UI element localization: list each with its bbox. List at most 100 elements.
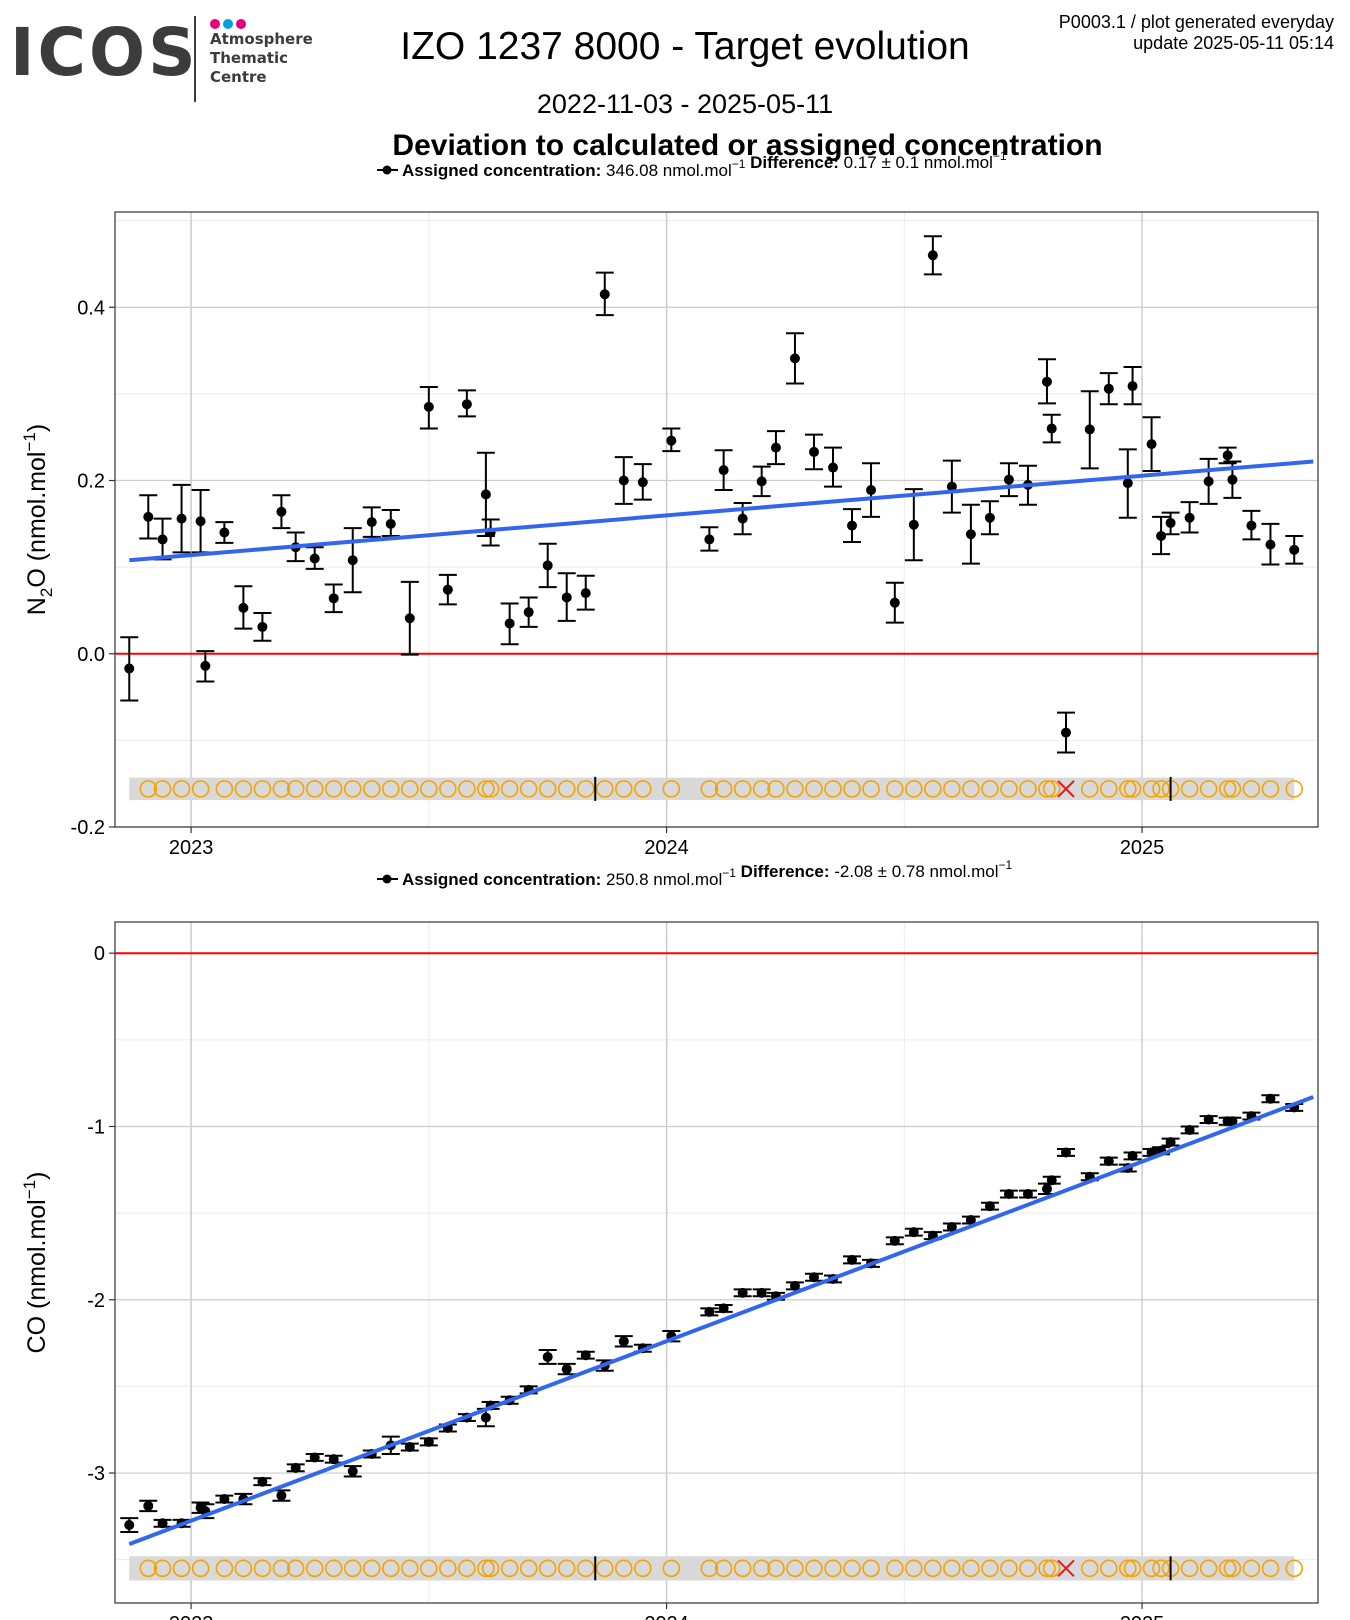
data-point (542, 1351, 553, 1362)
data-point (827, 462, 838, 473)
data-point (847, 520, 858, 531)
data-point (523, 607, 534, 618)
data-point (1003, 474, 1014, 485)
flag-circle (1099, 780, 1118, 798)
data-point (347, 1466, 358, 1477)
data-point (385, 518, 396, 529)
data-point (1165, 1137, 1176, 1148)
flag-circle (1142, 780, 1161, 798)
data-point (770, 442, 781, 453)
flag-circle (381, 1559, 400, 1578)
legend-fragment: -2.08 ± 0.78 nmol.mol (829, 862, 998, 881)
logo-wordmark: ICOS (10, 14, 199, 91)
flag-circle (324, 780, 343, 798)
data-point (789, 1280, 800, 1291)
flag-circle (1180, 1559, 1199, 1578)
data-point (1046, 1175, 1057, 1186)
legend-fragment: 0.17 ± 0.1 nmol.mol (839, 153, 993, 172)
flag-circle (767, 780, 785, 798)
y-label-fragment: −1 (20, 1180, 39, 1199)
data-point (580, 1350, 591, 1361)
data-point (718, 465, 729, 476)
data-point (599, 289, 610, 300)
data-point (1122, 478, 1133, 489)
logo-subtitle: Atmosphere Thematic Centre (210, 30, 313, 87)
flag-circle (886, 1559, 904, 1578)
data-point (404, 613, 415, 624)
data-point (1165, 517, 1176, 528)
data-point (504, 618, 515, 629)
data-point (889, 597, 900, 608)
co-panel: Assigned concentration: 250.8 nmol.mol−1… (20, 858, 1319, 1620)
flag-circle (905, 780, 923, 798)
data-point (309, 1452, 320, 1463)
data-point (737, 513, 748, 524)
data-point (704, 1306, 715, 1317)
flag-circle (700, 780, 719, 798)
data-point (1265, 1093, 1276, 1104)
data-point (1060, 727, 1071, 738)
chart-subtitle: Deviation to calculated or assigned conc… (392, 129, 1103, 162)
flag-circle (500, 1559, 519, 1578)
data-point (124, 663, 135, 674)
flag-circle (1123, 780, 1142, 798)
data-point (1227, 474, 1238, 485)
flag-circle (862, 1559, 880, 1578)
flag-circle (1218, 780, 1237, 798)
flag-circle (172, 1559, 191, 1578)
logo-sub-line: Thematic (210, 49, 289, 67)
flag-circle (458, 1559, 476, 1578)
flag-circle (215, 780, 234, 798)
plot-meta: P0003.1 / plot generated everyday update… (1059, 12, 1334, 54)
data-point (1227, 1116, 1238, 1127)
data-point (1022, 1189, 1033, 1200)
y-tick-label: -1 (87, 1116, 105, 1138)
flag-circle (752, 780, 771, 798)
data-point (561, 592, 572, 603)
data-point (1046, 423, 1057, 434)
plot-frame (114, 211, 1319, 828)
data-point (257, 1476, 268, 1487)
flag-circle (1019, 780, 1037, 798)
data-point (984, 512, 995, 523)
flag-circle (824, 780, 842, 798)
data-point (1003, 1189, 1014, 1200)
flag-circle (714, 780, 733, 798)
y-tick-label: 0.2 (77, 471, 105, 493)
data-point (404, 1442, 415, 1453)
data-point (442, 584, 453, 595)
data-point (347, 555, 358, 566)
data-point (219, 1494, 230, 1505)
flag-circle (1152, 1559, 1170, 1578)
logo-dot (236, 19, 246, 29)
flag-circle (343, 780, 362, 798)
data-point (480, 489, 491, 500)
data-point (666, 435, 677, 446)
flag-circle (981, 1559, 999, 1578)
flag-circle (595, 780, 614, 798)
data-point (808, 1272, 819, 1283)
flag-circle (1099, 1559, 1118, 1578)
legend-fragment: 250.8 nmol.mol (601, 870, 722, 889)
logo-sub-line: Centre (210, 68, 267, 86)
flag-circle (633, 780, 652, 798)
flag-circle (139, 1559, 158, 1578)
flag-circle (253, 1559, 272, 1578)
trend-line (129, 459, 1314, 563)
legend: Assigned concentration: 346.08 nmol.mol−… (377, 149, 1007, 180)
data-point (580, 588, 591, 599)
data-point (328, 1454, 339, 1465)
flag-circle (1242, 1559, 1261, 1578)
data-point (618, 1336, 629, 1347)
data-point (309, 553, 320, 564)
flag-circle (1038, 780, 1056, 798)
flag-circle (439, 1559, 457, 1578)
flag-circle (1019, 1559, 1037, 1578)
flag-cross (1057, 1559, 1075, 1578)
flag-circle (1042, 1559, 1061, 1578)
x-tick-label: 2023 (169, 1613, 214, 1620)
flag-circle (595, 1559, 614, 1578)
flag-circle (286, 780, 305, 798)
flag-circle (538, 780, 557, 798)
flag-circle (1242, 780, 1261, 798)
